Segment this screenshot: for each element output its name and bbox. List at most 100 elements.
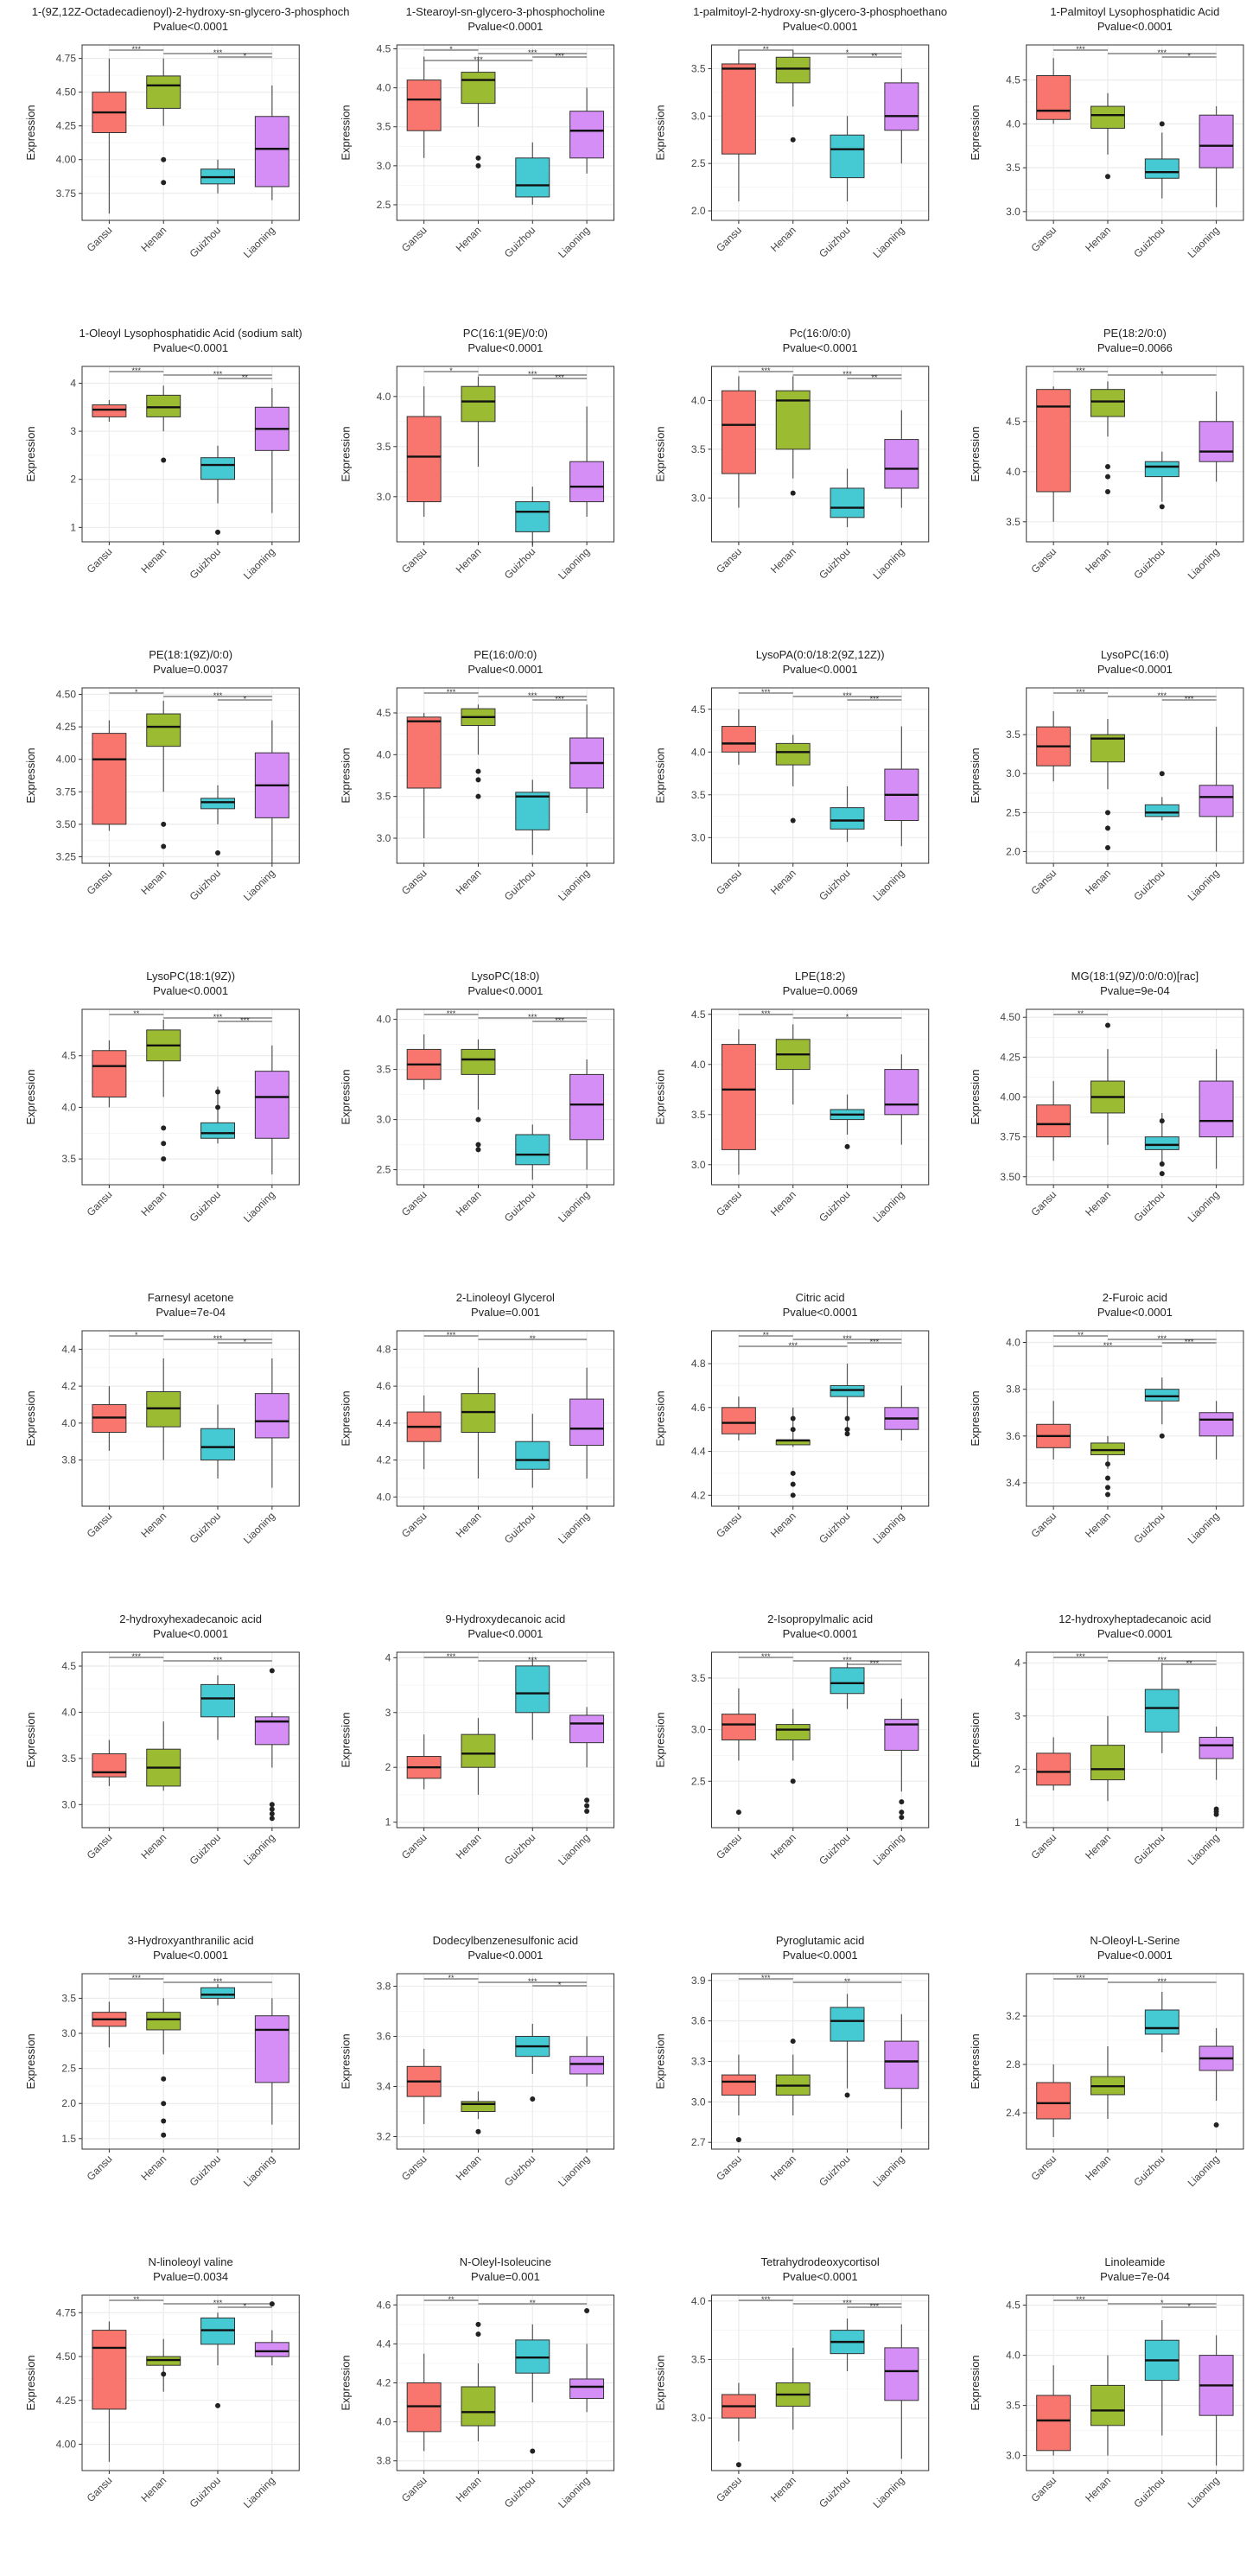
y-tick-label: 4.5: [61, 1660, 76, 1672]
panel-frame: [81, 687, 300, 864]
chart-pvalue: Pvalue<0.0001: [153, 341, 228, 354]
significance-label: **: [844, 1977, 851, 1986]
y-tick-label: 2: [1014, 1763, 1021, 1775]
x-tick-label: Gansu: [1028, 1188, 1059, 1218]
outlier-point: [1159, 771, 1165, 777]
outlier-point: [269, 1806, 275, 1812]
x-tick-label: Gansu: [714, 1188, 744, 1218]
outlier-point: [584, 2308, 590, 2314]
y-tick-label: 4.0: [61, 1101, 76, 1113]
y-tick-label: 3.5: [691, 62, 706, 74]
chart-title: PC(16:1(9E)/0:0): [463, 327, 548, 340]
box-henan: [1090, 2384, 1125, 2427]
y-tick-label: 3.0: [377, 160, 391, 172]
box-henan: [461, 1048, 496, 1075]
x-tick-label: Henan: [454, 2153, 484, 2183]
y-tick-label: 4.0: [691, 1059, 706, 1071]
chart-panel-14: LysoPC(18:0)Pvalue<0.0001 *** *** *** 2.5 3.0…: [339, 970, 614, 1224]
significance-label: ***: [132, 1652, 142, 1661]
x-tick-label: Gansu: [85, 1510, 115, 1540]
box-henan: [461, 72, 496, 105]
outlier-point: [1213, 2122, 1219, 2128]
chart-panel-31: Tetrahydrodeoxycortisol Pvalue<0.0001 *** *…: [654, 2255, 930, 2510]
significance-label: ***: [1158, 691, 1167, 700]
chart-pvalue: Pvalue<0.0001: [467, 663, 543, 676]
outlier-point: [475, 2321, 481, 2327]
panel-frame: [711, 1651, 930, 1829]
outlier-point: [269, 2301, 275, 2307]
chart-panel-3: 1-palmitoyl-2-hydroxy-sn-glycero-3-phosp…: [654, 5, 948, 260]
box-guizhou: [1144, 2009, 1180, 2035]
x-tick-label: Henan: [768, 545, 798, 576]
outlier-point: [790, 137, 796, 143]
significance-label: ***: [528, 48, 537, 57]
chart-panel-5: 1-Oleoyl Lysophosphatidic Acid (sodium s…: [24, 327, 302, 582]
y-tick-label: 3.5: [61, 1992, 76, 2004]
chart-pvalue: Pvalue<0.0001: [783, 1627, 858, 1640]
chart-panel-28: N-Oleoyl-L-Serine Pvalue<0.0001 *** *** 2.4 2…: [969, 1934, 1244, 2189]
chart-title: 2-Furoic acid: [1103, 1291, 1167, 1304]
x-tick-label: Henan: [768, 1510, 798, 1540]
x-tick-label: Henan: [1083, 1510, 1113, 1540]
x-tick-label: Liaoning: [556, 2474, 592, 2510]
box-gansu: [1036, 2395, 1071, 2452]
significance-label: **: [133, 1009, 140, 1018]
x-tick-label: Guizhou: [1131, 1831, 1167, 1867]
chart-pvalue: Pvalue=0.0066: [1097, 341, 1173, 354]
panel-frame: [81, 1973, 300, 2150]
x-tick-label: Liaoning: [556, 2153, 592, 2189]
significance-label: ***: [1158, 48, 1167, 57]
y-axis-label: Expression: [24, 1390, 37, 1446]
panel-frame: [396, 44, 614, 221]
box-liaoning: [1199, 114, 1234, 169]
box-gansu: [721, 1044, 756, 1150]
outlier-point: [790, 1481, 796, 1487]
x-tick-label: Henan: [454, 224, 484, 254]
outlier-point: [215, 1104, 221, 1110]
panel-frame: [396, 366, 614, 543]
box-liaoning: [884, 2347, 919, 2401]
outlier-point: [899, 1799, 905, 1805]
y-tick-label: 3.5: [691, 789, 706, 801]
box-liaoning: [254, 116, 289, 188]
outlier-point: [215, 1089, 221, 1095]
x-tick-label: Liaoning: [241, 1188, 277, 1224]
x-tick-label: Henan: [138, 224, 169, 254]
x-tick-label: Gansu: [714, 1510, 744, 1540]
y-tick-label: 3.8: [1006, 1383, 1021, 1396]
box-guizhou: [830, 487, 865, 518]
chart-title: 1-Stearoyl-sn-glycero-3-phosphocholine: [406, 5, 606, 18]
box-liaoning: [569, 461, 605, 503]
chart-panel-1: 1-(9Z,12Z-Octadecadienoyl)-2-hydroxy-sn-…: [24, 5, 350, 260]
significance-label: ***: [843, 370, 852, 378]
y-tick-label: 3.8: [377, 1981, 391, 1993]
outlier-point: [530, 2448, 536, 2454]
y-tick-label: 4.0: [377, 82, 391, 94]
outlier-point: [790, 2039, 796, 2045]
box-gansu: [1036, 2082, 1071, 2120]
outlier-point: [475, 2128, 481, 2134]
panel-background: [82, 366, 300, 542]
outlier-point: [161, 2371, 167, 2377]
chart-panel-11: LysoPA(0:0/18:2(9Z,12Z)) Pvalue<0.0001 ***…: [654, 648, 930, 903]
significance-label: *: [449, 45, 453, 54]
panel-frame: [711, 1008, 930, 1186]
y-axis-label: Expression: [969, 2033, 982, 2089]
x-tick-label: Gansu: [85, 545, 115, 576]
significance-label: ***: [761, 1652, 771, 1661]
y-tick-label: 3.50: [56, 818, 77, 830]
significance-label: ***: [761, 2295, 771, 2304]
box-liaoning: [884, 2040, 919, 2089]
box-guizhou: [1144, 461, 1180, 478]
significance-label: *: [135, 1331, 138, 1339]
chart-pvalue: Pvalue<0.0001: [783, 2270, 858, 2283]
y-tick-label: 4.75: [56, 2306, 77, 2318]
outlier-point: [161, 457, 167, 463]
y-tick-label: 4.6: [377, 1380, 391, 1392]
y-tick-label: 4.0: [691, 2295, 706, 2307]
x-tick-label: Liaoning: [870, 1510, 906, 1546]
significance-label: ***: [1103, 1341, 1113, 1350]
box-henan: [775, 1724, 811, 1741]
box-henan: [775, 56, 811, 84]
